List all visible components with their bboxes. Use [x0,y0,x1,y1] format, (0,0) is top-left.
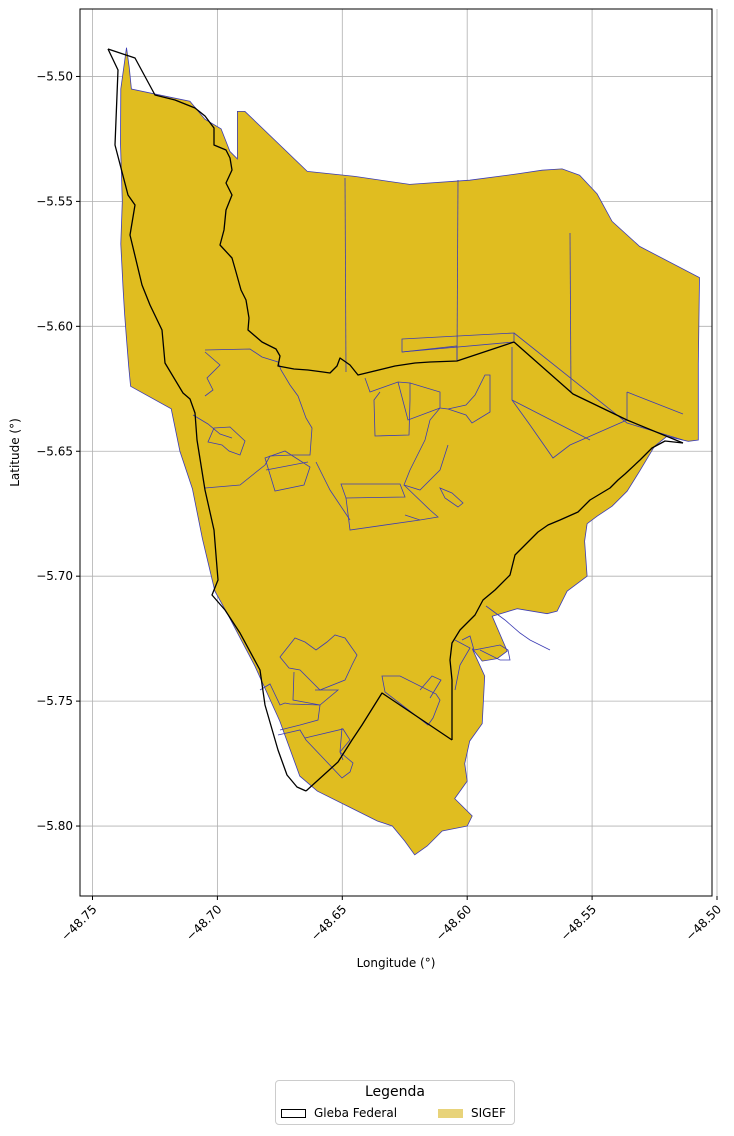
legend-title: Legenda [364,1084,425,1100]
y-tick-label: −5.60 [36,319,73,333]
y-tick-label: −5.55 [36,194,73,208]
parcel-boundary [345,497,421,531]
gleba-boundary [513,341,684,444]
parcel-boundary [315,461,351,521]
parcel-boundary [569,232,572,393]
sigef-region [120,47,700,856]
parcel-boundary [279,634,358,691]
parcel-boundary [485,605,551,651]
parcel-boundary [204,348,313,489]
sigef-layer [120,47,700,856]
parcel-boundary [401,345,458,361]
parcel-boundary [403,407,449,491]
legend: Legenda Gleba Federal SIGEF [275,1080,515,1125]
parcel-boundary [259,683,321,731]
parcel-boundary [204,351,221,397]
parcel-boundary [513,332,684,441]
parcel-boundary [419,675,442,699]
parcel-boundary [511,399,591,441]
gleba-boundary [449,440,684,740]
y-tick-label: −5.70 [36,569,73,583]
x-axis-label: Longitude (°) [357,956,436,970]
gleba-boundary [107,48,307,792]
sigef-swatch [438,1108,463,1118]
legend-item-sigef: SIGEF [438,1106,506,1120]
parcel-boundary [207,426,246,456]
parcel-boundary [439,487,464,508]
y-ticks: −5.50 −5.55 −5.60 −5.65 −5.70 −5.75 −5.80 [36,69,80,833]
gleba-swatch [281,1108,306,1118]
parcel-boundary [292,671,340,706]
y-tick-label: −5.65 [36,444,73,458]
gleba-boundary [305,692,453,792]
parcel-boundary [626,391,684,415]
parcel-boundary [277,728,354,779]
gleba-boundary [107,48,515,376]
parcel-boundary [381,675,441,726]
parcel-boundary [454,639,471,691]
parcel-boundary [461,635,511,661]
parcel-boundary [456,179,459,361]
parcel-boundary [409,374,491,424]
parcel-boundary [265,461,309,471]
parcel-boundary [344,177,347,373]
parcel-boundary [339,727,344,761]
parcel-boundary [403,484,439,521]
y-axis-label: Latitude (°) [8,418,22,487]
parcel-boundary [364,377,411,437]
gleba-federal-layer [107,48,684,792]
parcel-boundary [511,347,628,459]
parcel-boundary [340,483,406,499]
parcel-boundary [397,381,441,421]
parcel-boundary [264,450,311,492]
legend-item-gleba: Gleba Federal [281,1106,397,1120]
legend-label-sigef: SIGEF [471,1106,506,1120]
axes-frame [79,8,713,897]
y-tick-label: −5.75 [36,694,73,708]
legend-label-gleba: Gleba Federal [314,1106,398,1120]
y-tick-label: −5.50 [36,69,73,83]
y-tick-label: −5.80 [36,819,73,833]
